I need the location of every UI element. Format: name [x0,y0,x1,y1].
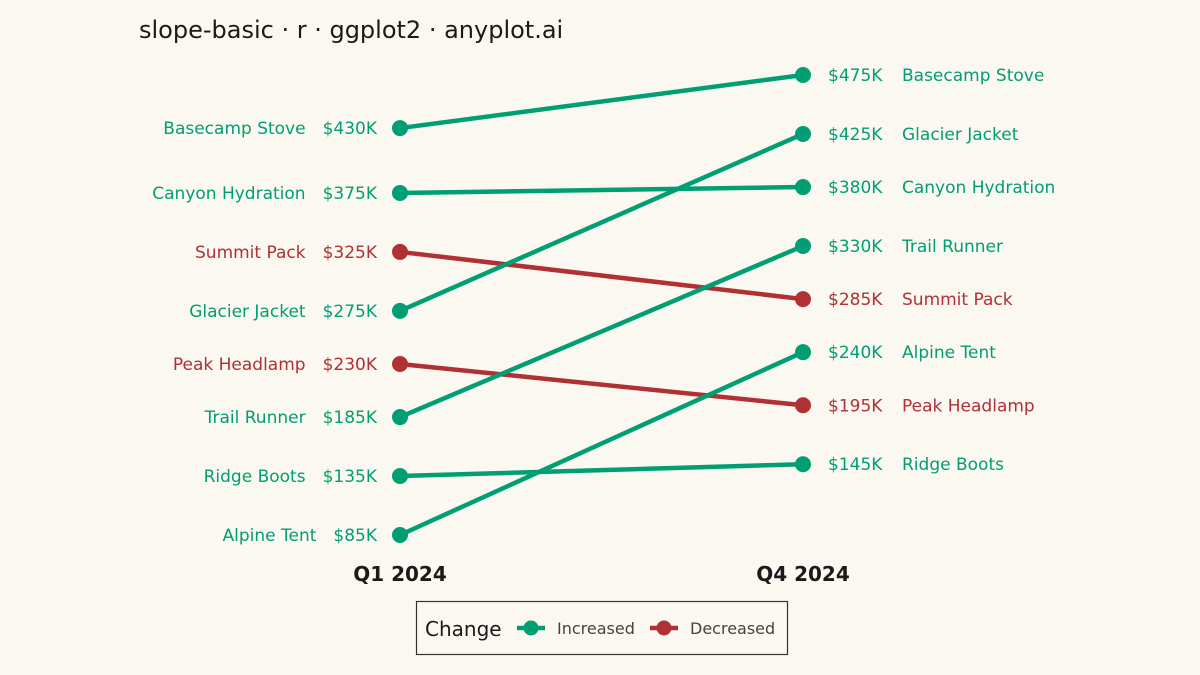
start-name-label-alpine-tent: Alpine Tent [222,526,316,546]
end-value-label-basecamp-stove: $475K [828,66,883,86]
end-name-label-ridge-boots: Ridge Boots [902,455,1004,475]
start-value-label-ridge-boots: $135K [323,467,378,487]
point-start-alpine-tent [392,527,408,543]
slope-line-alpine-tent [397,349,806,538]
end-name-label-glacier-jacket: Glacier Jacket [902,125,1019,145]
legend-swatch-point-increased [523,620,539,636]
point-end-basecamp-stove [795,67,811,83]
point-start-summit-pack [392,243,408,260]
slope-line-trail-runner [397,243,806,420]
slope-line-peak-headlamp [397,361,806,408]
end-name-label-basecamp-stove: Basecamp Stove [902,66,1044,86]
start-value-label-trail-runner: $185K [323,408,378,428]
start-name-label-summit-pack: Summit Pack [195,243,306,263]
point-start-glacier-jacket [392,302,408,319]
point-end-ridge-boots [795,456,811,473]
slope-line-basecamp-stove [397,72,806,131]
end-name-label-canyon-hydration: Canyon Hydration [902,178,1055,198]
start-value-label-canyon-hydration: $375K [323,184,378,204]
end-name-label-summit-pack: Summit Pack [902,290,1013,310]
start-name-label-ridge-boots: Ridge Boots [204,467,306,487]
slope-line-summit-pack [397,249,806,302]
end-value-label-alpine-tent: $240K [828,343,883,363]
end-value-label-canyon-hydration: $380K [828,178,883,198]
slope-labels: $430K Basecamp Stove $475K Basecamp Stove $3… [152,66,1055,546]
end-value-label-summit-pack: $285K [828,290,883,310]
point-end-glacier-jacket [795,125,811,142]
start-name-label-peak-headlamp: Peak Headlamp [173,355,306,375]
slope-line-canyon-hydration [397,184,806,196]
start-value-label-peak-headlamp: $230K [323,355,378,375]
point-start-peak-headlamp [392,355,408,372]
legend-box [415,600,789,656]
start-value-label-basecamp-stove: $430K [323,119,378,139]
legend-swatch-point-decreased [656,620,672,636]
end-name-label-trail-runner: Trail Runner [901,237,1003,257]
point-start-canyon-hydration [392,184,408,201]
x-axis-label-end: Q4 2024 [756,562,850,586]
end-value-label-glacier-jacket: $425K [828,125,883,145]
legend-title: Change [425,617,502,641]
x-axis-label-start: Q1 2024 [353,562,447,586]
end-value-label-peak-headlamp: $195K [828,396,883,416]
slope-line-ridge-boots [397,461,806,479]
end-value-label-ridge-boots: $145K [828,455,883,475]
end-name-label-peak-headlamp: Peak Headlamp [902,396,1035,416]
point-start-trail-runner [392,409,408,426]
end-name-label-alpine-tent: Alpine Tent [902,343,996,363]
slope-line-glacier-jacket [397,131,806,314]
legend: Change Increased Decreased [415,600,789,656]
start-value-label-summit-pack: $325K [323,243,378,263]
point-end-trail-runner [795,238,811,255]
chart-title: slope-basic · r · ggplot2 · anyplot.ai [139,16,563,44]
point-end-canyon-hydration [795,179,811,196]
legend-label-increased: Increased [557,619,635,638]
point-end-peak-headlamp [795,397,811,414]
start-name-label-trail-runner: Trail Runner [204,408,306,428]
start-name-label-basecamp-stove: Basecamp Stove [163,119,305,139]
start-name-label-glacier-jacket: Glacier Jacket [189,302,306,322]
end-value-label-trail-runner: $330K [828,237,883,257]
legend-label-decreased: Decreased [690,619,775,638]
point-start-ridge-boots [392,468,408,485]
start-value-label-alpine-tent: $85K [333,526,377,546]
start-name-label-canyon-hydration: Canyon Hydration [152,184,305,204]
slope-points [392,67,811,543]
slope-lines [397,72,806,538]
point-start-basecamp-stove [392,120,408,137]
point-end-summit-pack [795,291,811,308]
start-value-label-glacier-jacket: $275K [323,302,378,322]
point-end-alpine-tent [795,344,811,361]
